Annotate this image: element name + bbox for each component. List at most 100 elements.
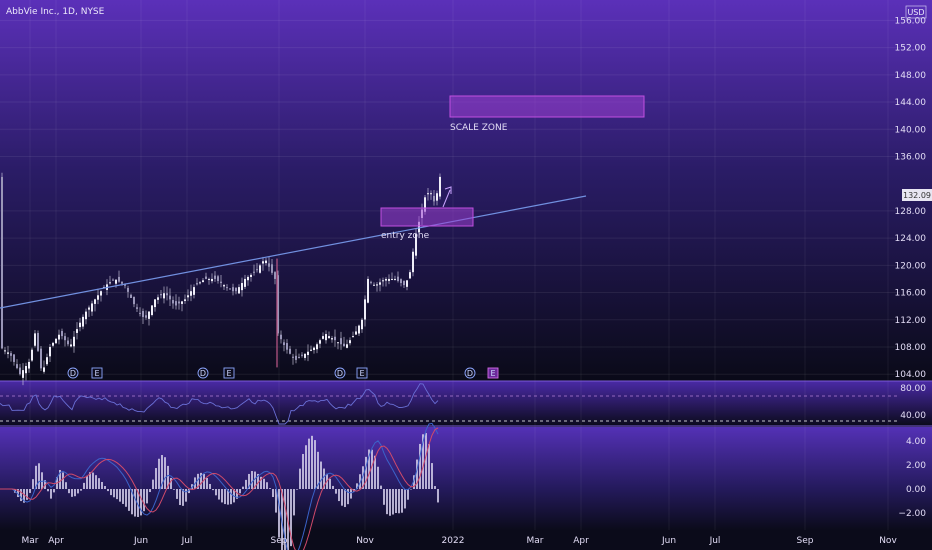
histogram-bar (296, 489, 298, 490)
candle (151, 305, 153, 316)
currency-box[interactable] (905, 5, 927, 19)
histogram-bar (191, 484, 193, 489)
histogram-bar (32, 479, 34, 489)
entry-zone-label: entry zone (381, 231, 430, 241)
histogram-bar (311, 435, 313, 489)
candle (49, 346, 51, 357)
event-label: D (467, 369, 473, 378)
event-label: E (226, 369, 231, 378)
candle (4, 350, 6, 352)
candle (220, 281, 222, 284)
histogram-bar (314, 440, 316, 489)
histogram-bar (266, 482, 268, 489)
candle (163, 293, 165, 299)
candle (154, 299, 156, 308)
histogram-bar (212, 489, 214, 491)
price-tick-label: 116.00 (895, 289, 927, 299)
scale-zone-box[interactable] (449, 95, 645, 118)
macd-tick-label: −2.00 (898, 509, 926, 519)
candle (418, 221, 420, 233)
candle (307, 351, 309, 356)
histogram-bar (47, 489, 49, 492)
time-axis[interactable]: Mar Apr Jun Jul Sep Nov 2022 Mar Apr Jun Jul Sep Nov (22, 536, 898, 546)
histogram-bar (284, 489, 286, 550)
candle (115, 279, 117, 284)
candle (202, 280, 204, 283)
histogram-bar (164, 457, 166, 489)
histogram-bar (365, 456, 367, 489)
candle (148, 311, 150, 319)
histogram-bar (77, 489, 79, 494)
candle (439, 176, 441, 197)
histogram-bar (425, 433, 427, 489)
candle (376, 284, 378, 286)
price-tick-label: 144.00 (895, 98, 927, 108)
candle (295, 355, 297, 360)
histogram-bar (137, 489, 139, 517)
histogram-bar (41, 472, 43, 489)
price-tick-label: 120.00 (895, 261, 927, 271)
histogram-bar (317, 451, 319, 489)
histogram-bar (392, 489, 394, 515)
candle (412, 251, 414, 273)
histogram-bar (125, 489, 127, 507)
event-label: D (337, 369, 343, 378)
histogram-bar (95, 475, 97, 489)
candle (46, 357, 48, 365)
candle (97, 295, 99, 300)
candle (118, 276, 120, 282)
candle (130, 294, 132, 298)
histogram-bar (179, 489, 181, 506)
histogram-bar (335, 489, 337, 494)
histogram-bar (362, 466, 364, 489)
macd-axis[interactable]: 4.00 2.00 0.00 −2.00 (898, 437, 926, 519)
histogram-bar (413, 475, 415, 489)
histogram-bar (275, 489, 277, 513)
signal-line (0, 427, 439, 550)
candle (82, 316, 84, 327)
candle (7, 352, 9, 354)
candle (256, 269, 258, 271)
candle (289, 348, 291, 354)
candle (34, 333, 36, 346)
candle (274, 272, 276, 279)
macd-tick-label: 4.00 (906, 437, 926, 447)
candle (181, 301, 183, 304)
histogram-bar (17, 489, 19, 498)
candle (349, 340, 351, 344)
trendline[interactable] (0, 195, 587, 309)
candle (277, 275, 279, 334)
candle (340, 338, 342, 345)
histogram-bar (428, 444, 430, 489)
histogram-bar (431, 463, 433, 489)
price-pane-bg (0, 0, 932, 381)
last-price-badge (902, 189, 932, 201)
candle (244, 278, 246, 287)
dividend-marker (197, 367, 209, 379)
projection-arrow (442, 189, 451, 208)
candle (328, 336, 330, 339)
candle (61, 331, 63, 337)
histogram-bar (38, 463, 40, 489)
entry-zone-box[interactable] (380, 207, 474, 227)
candle (436, 193, 438, 201)
candle (379, 282, 381, 285)
price-axis[interactable]: 156.00 152.00 148.00 144.00 140.00 136.00 128.… (895, 16, 927, 380)
histogram-bar (131, 489, 133, 515)
histogram-bar (407, 489, 409, 500)
candle (298, 356, 300, 358)
time-tick-label: Mar (527, 536, 544, 546)
histogram-bar (377, 466, 379, 489)
time-tick-label: 2022 (442, 536, 465, 546)
candle (433, 195, 435, 202)
rsi-axis[interactable]: 80.00 40.00 (900, 384, 926, 421)
candle (280, 334, 282, 340)
histogram-bar (323, 468, 325, 489)
histogram-bar (209, 483, 211, 489)
histogram-bar (173, 489, 175, 490)
candle (322, 336, 324, 339)
candle (268, 263, 270, 267)
